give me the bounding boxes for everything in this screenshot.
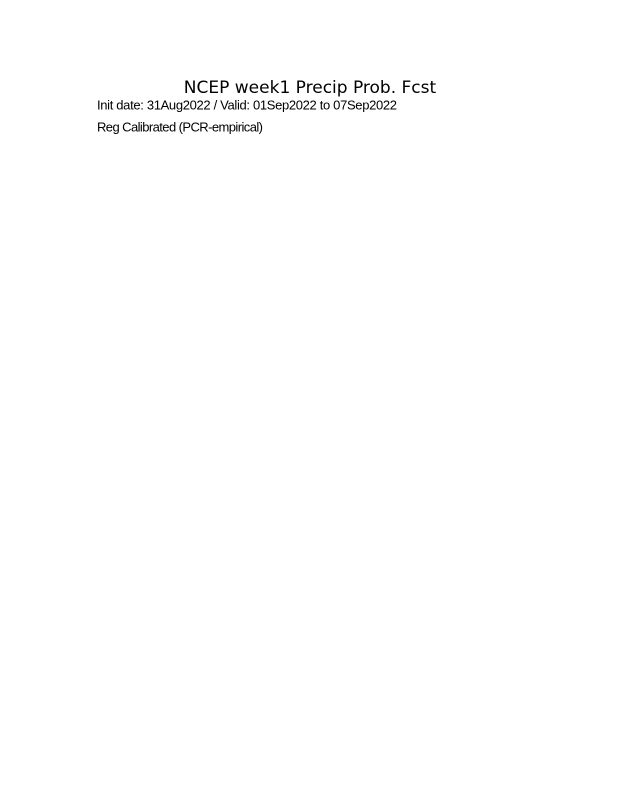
title: NCEP week1 Precip Prob. Fcst [184,78,437,98]
subtitle: Reg Calibrated (PCR-empirical) [97,119,263,134]
subtitle: Init date: 31Aug2022 / Valid: 01Sep2022 … [97,97,397,112]
